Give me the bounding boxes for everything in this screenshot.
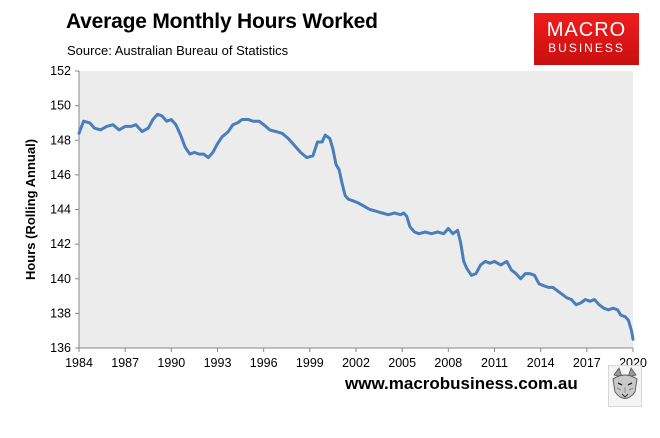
chart-title: Average Monthly Hours Worked	[66, 10, 378, 33]
chart-subtitle: Source: Australian Bureau of Statistics	[67, 43, 289, 58]
x-tick-label: 1996	[250, 356, 278, 370]
wolf-icon	[608, 365, 642, 407]
x-tick-label: 1993	[204, 356, 232, 370]
x-tick-label: 2005	[388, 356, 416, 370]
logo-line-1: MACRO	[546, 19, 627, 41]
x-tick-label: 2014	[527, 356, 555, 370]
y-tick-label: 150	[50, 99, 71, 113]
x-tick-label: 1999	[296, 356, 324, 370]
y-axis-label: Hours (Rolling Annual)	[23, 139, 38, 280]
y-tick-label: 138	[50, 306, 71, 320]
y-tick-label: 148	[50, 133, 71, 147]
x-tick-label: 1987	[111, 356, 139, 370]
macrobusiness-logo[interactable]: MACRO BUSINESS	[534, 13, 639, 65]
plot-area	[79, 71, 633, 348]
y-tick-label: 144	[50, 203, 71, 217]
y-tick-label: 140	[50, 272, 71, 286]
y-tick-label: 146	[50, 168, 71, 182]
y-tick-label: 152	[50, 64, 71, 78]
hours-series-line	[77, 112, 635, 341]
logo-line-2: BUSINESS	[548, 41, 625, 55]
x-tick-label: 2008	[434, 356, 462, 370]
x-tick-label: 1990	[157, 356, 185, 370]
x-tick-label: 2011	[481, 356, 508, 370]
x-tick-label: 2017	[573, 356, 601, 370]
y-tick-label: 136	[50, 341, 71, 355]
y-tick-label: 142	[50, 237, 71, 251]
website-url[interactable]: www.macrobusiness.com.au	[345, 374, 578, 393]
x-tick-label: 1984	[65, 356, 93, 370]
x-tick-label: 2002	[342, 356, 370, 370]
